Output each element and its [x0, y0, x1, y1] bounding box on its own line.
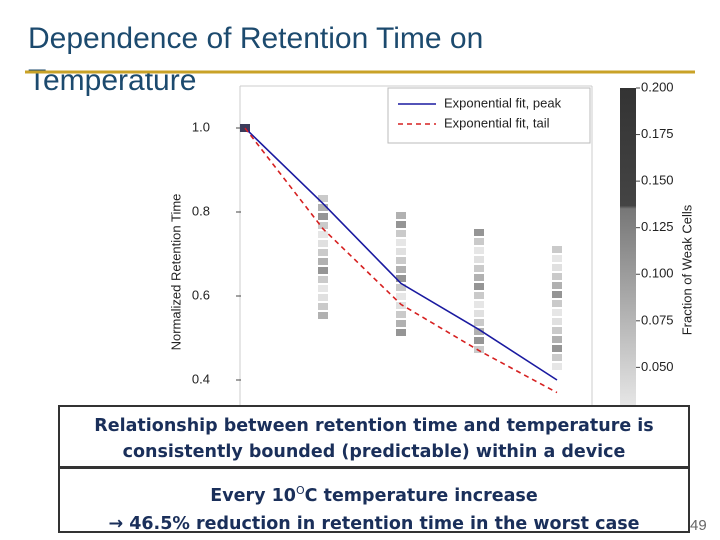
colorbar-tick-label: 0.075	[641, 312, 674, 327]
y-tick-label: 0.8	[192, 203, 210, 218]
density-cell	[396, 293, 406, 300]
density-cell	[474, 274, 484, 281]
callout-text: C temperature increase	[304, 485, 538, 506]
colorbar-tick-label: 0.175	[641, 126, 674, 141]
density-cell	[474, 328, 484, 335]
density-cell	[552, 255, 562, 262]
density-cell	[318, 213, 328, 220]
density-cell	[552, 300, 562, 307]
callout-text: Relationship between retention time and …	[94, 416, 654, 436]
colorbar-tick-label: 0.150	[641, 173, 674, 188]
density-cell	[552, 354, 562, 361]
legend-label: Exponential fit, tail	[444, 115, 550, 130]
density-cell	[318, 303, 328, 310]
density-cell	[396, 329, 406, 336]
density-cell	[396, 230, 406, 237]
density-cell	[474, 292, 484, 299]
slide-title-line: Dependence of Retention Time on	[28, 22, 483, 55]
slide-title-line: Temperature	[28, 64, 196, 97]
density-cell	[396, 284, 406, 291]
density-cell	[396, 311, 406, 318]
density-cell	[552, 282, 562, 289]
density-cell	[396, 212, 406, 219]
density-cell	[396, 266, 406, 273]
density-cell	[396, 275, 406, 282]
density-cell	[396, 320, 406, 327]
colorbar-tick-label: 0.200	[641, 79, 674, 94]
density-cell	[552, 246, 562, 253]
colorbar-tick-label: 0.100	[641, 266, 674, 281]
y-axis-label: Normalized Retention Time	[168, 194, 183, 351]
callout-line: Every 10OC temperature increase	[60, 477, 688, 510]
density-cell	[318, 267, 328, 274]
density-cell	[552, 291, 562, 298]
page-number: 49	[690, 517, 707, 534]
density-cell	[552, 345, 562, 352]
callout-text: consistently bounded (predictable) withi…	[122, 442, 626, 462]
density-cell	[318, 249, 328, 256]
series-line	[244, 127, 558, 381]
density-cell	[396, 248, 406, 255]
density-cell	[552, 327, 562, 334]
density-cell	[474, 346, 484, 353]
density-cell	[318, 204, 328, 211]
density-cell	[474, 238, 484, 245]
density-cell	[318, 276, 328, 283]
callout-text: Every 10	[210, 485, 296, 506]
density-cell	[318, 285, 328, 292]
y-tick-label: 0.6	[192, 287, 210, 302]
superscript: O	[295, 484, 305, 497]
density-cell	[552, 363, 562, 370]
callout-box: Every 10OC temperature increase → 46.5% …	[58, 467, 690, 534]
y-tick-label: 0.4	[192, 371, 210, 386]
density-cell	[474, 337, 484, 344]
density-cell	[396, 257, 406, 264]
density-cell	[552, 264, 562, 271]
density-cell	[552, 273, 562, 280]
density-cell	[474, 301, 484, 308]
density-cell	[318, 258, 328, 265]
legend-label: Exponential fit, peak	[444, 95, 562, 110]
density-cell	[318, 312, 328, 319]
density-cell	[474, 283, 484, 290]
density-cell	[318, 195, 328, 202]
density-cell	[552, 336, 562, 343]
colorbar-tick-label: 0.050	[641, 359, 674, 374]
y-tick-label: 1.0	[192, 119, 210, 134]
density-cell	[474, 319, 484, 326]
callout-box: Relationship between retention time and …	[58, 405, 690, 468]
density-cell	[396, 302, 406, 309]
density-cell	[552, 318, 562, 325]
colorbar	[620, 88, 636, 406]
density-cell	[318, 222, 328, 229]
density-cell	[474, 229, 484, 236]
colorbar-tick-label: 0.125	[641, 219, 674, 234]
density-cell	[318, 240, 328, 247]
density-cell	[552, 309, 562, 316]
density-cell	[318, 294, 328, 301]
density-cell	[396, 239, 406, 246]
chart: Normalized Retention Time Fraction of We…	[168, 79, 700, 406]
density-cell	[474, 256, 484, 263]
density-cell	[474, 265, 484, 272]
density-cell	[474, 310, 484, 317]
density-cell	[318, 231, 328, 238]
density-cell	[474, 247, 484, 254]
density-cell	[396, 221, 406, 228]
callout-text: → 46.5% reduction in retention time in t…	[108, 513, 640, 534]
legend	[387, 87, 591, 144]
colorbar-label: Fraction of Weak Cells	[679, 204, 694, 335]
series-line	[244, 127, 558, 394]
